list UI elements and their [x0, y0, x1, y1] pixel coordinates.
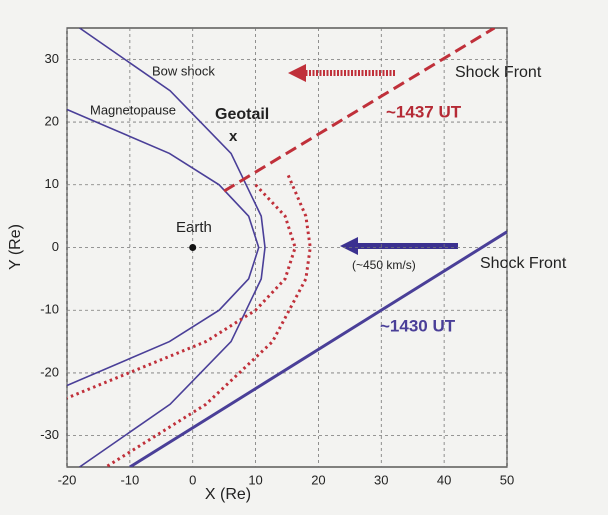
curve — [223, 28, 496, 193]
curve — [67, 183, 297, 400]
x-tick-label: 50 — [500, 472, 514, 487]
y-tick-label: -30 — [40, 427, 59, 442]
curve — [105, 174, 312, 467]
y-tick-label: -10 — [40, 302, 59, 317]
y-axis-label: Y (Re) — [7, 224, 24, 270]
curve — [129, 230, 507, 467]
x-tick-label: 30 — [374, 472, 388, 487]
annotation: ~1437 UT — [386, 102, 462, 121]
curve — [79, 28, 266, 467]
annotation: x — [229, 128, 238, 145]
x-tick-label: 0 — [189, 472, 196, 487]
earth-point — [189, 244, 197, 251]
annotation: (~450 km/s) — [352, 258, 416, 272]
y-tick-label: 20 — [45, 114, 59, 129]
annotation: Magnetopause — [90, 102, 176, 117]
x-axis-label: X (Re) — [205, 486, 251, 503]
annotation: Shock Front — [480, 255, 567, 272]
y-tick-label: 0 — [52, 239, 59, 254]
annotation: ~1430 UT — [380, 316, 456, 335]
annotation: Geotail — [215, 106, 269, 123]
y-tick-label: -20 — [40, 364, 59, 379]
blue-arrow — [340, 237, 458, 255]
curve — [67, 108, 260, 387]
red-arrow — [288, 64, 396, 82]
annotation: Bow shock — [152, 63, 215, 78]
x-tick-label: 40 — [437, 472, 451, 487]
x-tick-label: 10 — [248, 472, 262, 487]
x-tick-label: -10 — [120, 472, 139, 487]
annotation: Shock Front — [455, 64, 542, 81]
y-tick-label: 30 — [45, 51, 59, 66]
x-tick-label: 20 — [311, 472, 325, 487]
x-tick-label: -20 — [58, 472, 77, 487]
y-tick-label: 10 — [45, 176, 59, 191]
annotation: Earth — [176, 219, 212, 236]
